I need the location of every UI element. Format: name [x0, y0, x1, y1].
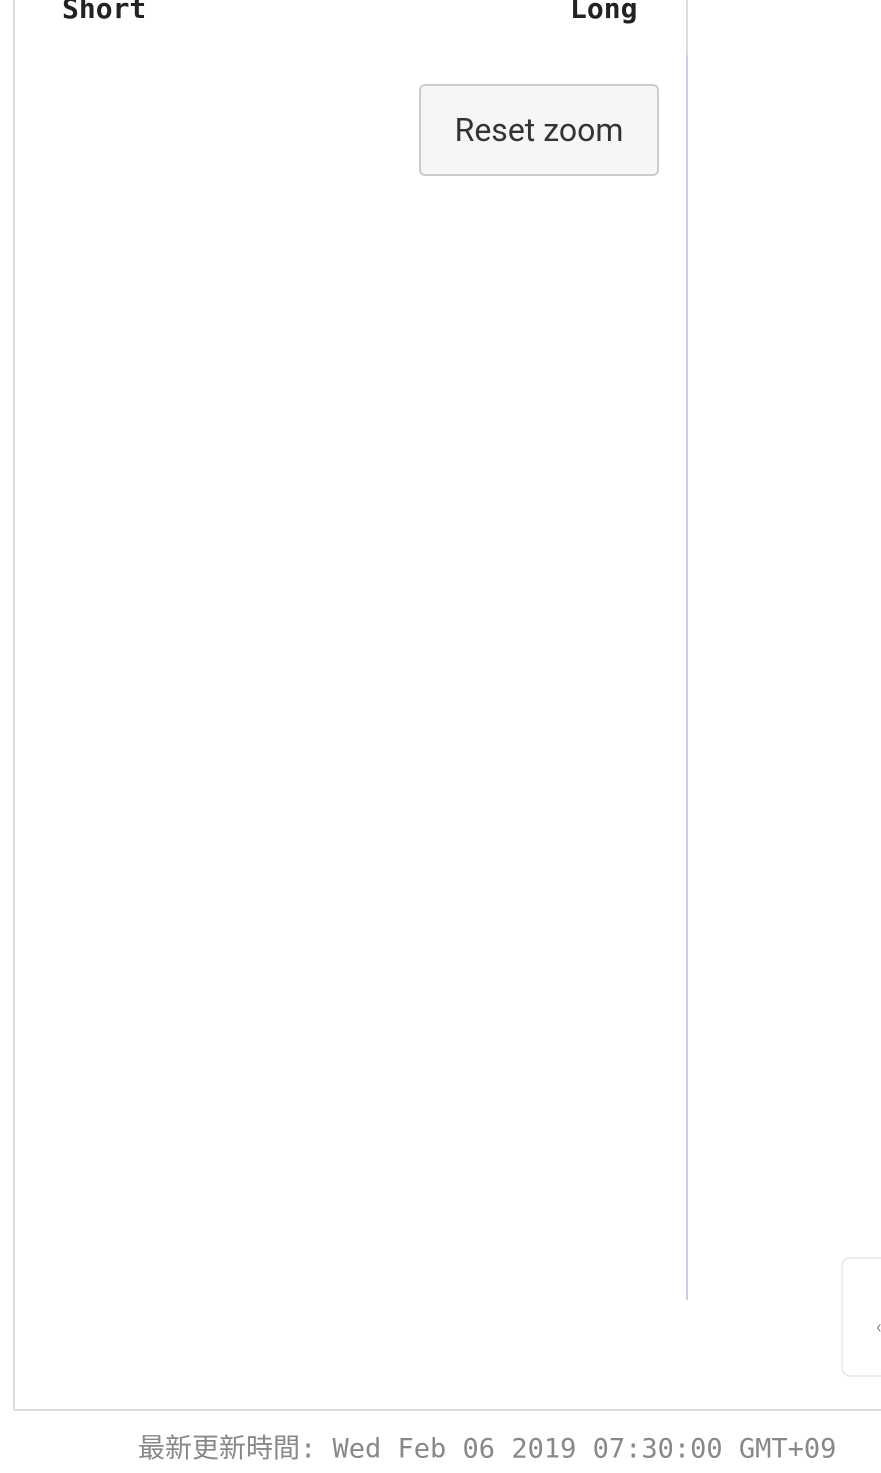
left-label: Short	[62, 0, 146, 25]
footer: 最新更新時間: Wed Feb 06 2019 07:30:00 GMT+09	[138, 1434, 836, 1465]
right-label: Long	[570, 0, 637, 25]
reset-zoom-button[interactable]: Reset zoom	[419, 84, 659, 176]
side-panel[interactable]	[841, 1257, 881, 1377]
panel-arrow: ‹	[876, 1317, 881, 1338]
